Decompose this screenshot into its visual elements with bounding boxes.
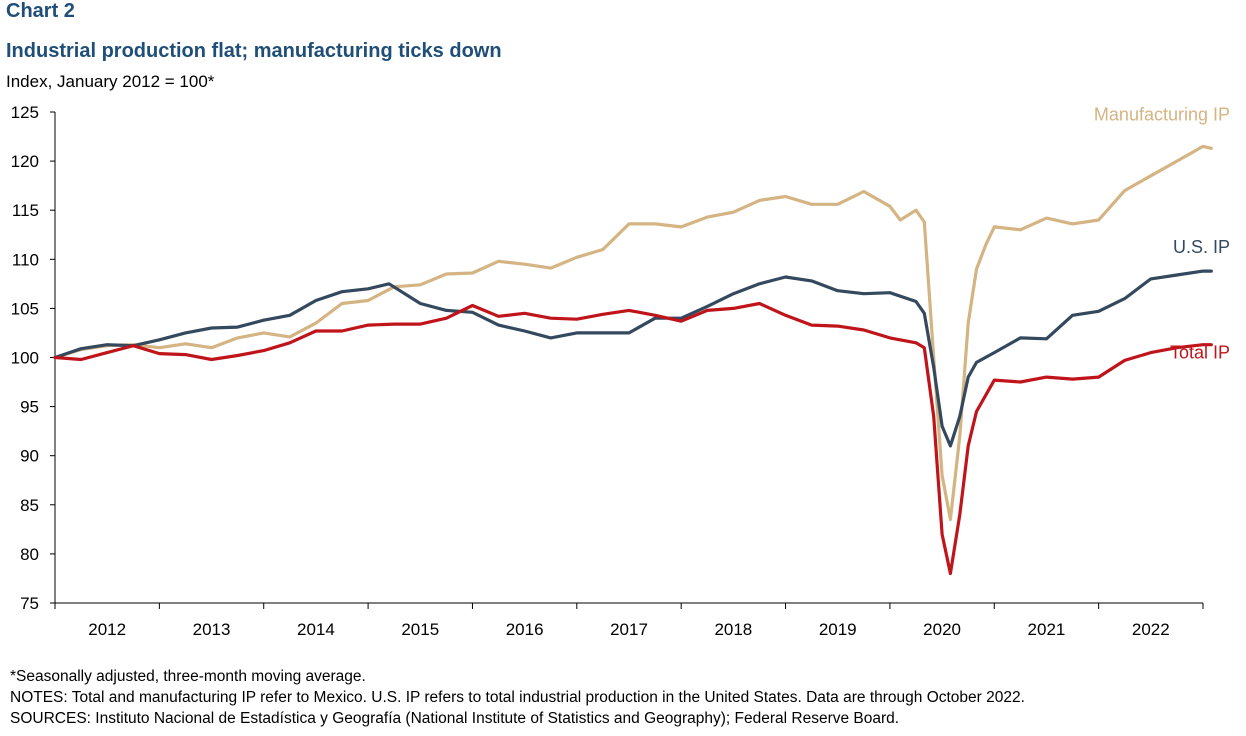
x-tick-label: 2017 <box>610 620 648 639</box>
line-chart: 75 80 85 90 95 100 105 110 115 120 125 2012 2013 2014… <box>11 103 1230 639</box>
y-tick-label: 90 <box>20 447 39 466</box>
chart-title: Industrial production flat; manufacturin… <box>6 40 502 62</box>
x-tick-label: 2014 <box>297 620 335 639</box>
x-tick-label: 2013 <box>193 620 231 639</box>
y-tick-label: 100 <box>11 349 39 368</box>
y-tick-label: 115 <box>12 201 39 220</box>
x-tick-label: 2021 <box>1028 620 1066 639</box>
series-line-manufacturing-ip <box>53 144 1213 522</box>
x-tick-label: 2012 <box>88 620 126 639</box>
y-tick-label: 105 <box>11 299 39 318</box>
x-tick-label: 2020 <box>923 620 961 639</box>
x-tick-label: 2016 <box>506 620 544 639</box>
x-tick-label: 2018 <box>714 620 752 639</box>
x-tick-label: 2019 <box>819 620 857 639</box>
series-line-total-ip <box>53 301 1213 576</box>
y-tick-label: 110 <box>12 250 39 269</box>
chart-subtitle: Index, January 2012 = 100* <box>6 72 215 91</box>
sources-text: SOURCES: Instituto Nacional de Estadísti… <box>10 710 900 727</box>
series-label-u-s-ip: U.S. IP <box>1173 237 1230 257</box>
y-tick-label: 125 <box>11 103 39 122</box>
series-label-total-ip: Total IP <box>1170 343 1230 363</box>
chart-notes: *Seasonally adjusted, three-month moving… <box>10 666 1025 729</box>
x-tick-label: 2022 <box>1132 620 1170 639</box>
y-tick-label: 80 <box>20 545 39 564</box>
chart-axes: 75 80 85 90 95 100 105 110 115 120 125 2012 2013 2014… <box>11 103 1204 639</box>
y-tick-label: 85 <box>20 496 39 515</box>
chart-series <box>53 144 1213 576</box>
y-tick-label: 120 <box>11 152 39 171</box>
x-tick-label: 2015 <box>401 620 439 639</box>
y-tick-label: 95 <box>20 398 39 417</box>
chart-series-labels: Manufacturing IP U.S. IP Total IP <box>1094 104 1230 362</box>
footnote: *Seasonally adjusted, three-month moving… <box>10 668 366 685</box>
series-line-u-s-ip <box>53 269 1213 448</box>
chart-label: Chart 2 <box>6 0 75 22</box>
notes-text: NOTES: Total and manufacturing IP refer … <box>10 689 1025 706</box>
series-label-manufacturing-ip: Manufacturing IP <box>1094 104 1230 124</box>
y-tick-label: 75 <box>20 594 39 613</box>
